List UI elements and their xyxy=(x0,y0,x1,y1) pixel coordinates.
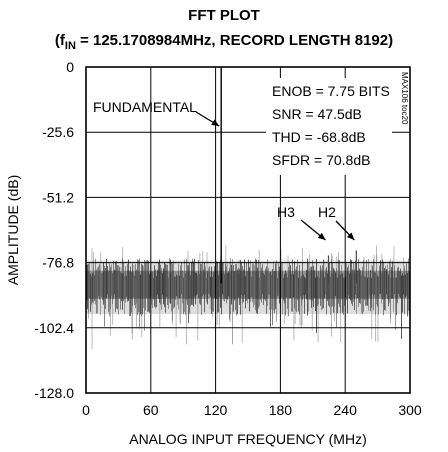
annotation-arrows xyxy=(195,111,355,241)
metric-sfdr: SFDR = 70.8dB xyxy=(272,152,370,168)
chart-title: FFT PLOT xyxy=(188,7,260,24)
metric-thd: THD = -68.8dB xyxy=(272,129,366,145)
metric-enob: ENOB = 7.75 BITS xyxy=(272,83,390,99)
metric-snr: SNR = 47.5dB xyxy=(272,106,362,122)
spectrum-marks xyxy=(220,67,357,284)
x-tick-label: 300 xyxy=(398,402,422,418)
chart-subtitle: (fIN = 125.1708984MHz, RECORD LENGTH 819… xyxy=(55,32,393,52)
x-tick-label: 240 xyxy=(334,402,358,418)
annotation-h3: H3 xyxy=(277,204,295,220)
x-tick-label: 60 xyxy=(143,402,159,418)
subtitle-subscript: IN xyxy=(65,40,76,52)
x-tick-label: 180 xyxy=(269,402,293,418)
y-tick-label: -25.6 xyxy=(42,124,74,140)
annotation-fundamental: FUNDAMENTAL xyxy=(93,99,197,115)
y-tick-label: -102.4 xyxy=(34,320,74,336)
tick-labels: 0 60 120 180 240 300 0 -25.6 -51.2 -76.8 -102.4 -12… xyxy=(34,59,422,418)
annotation-h2: H2 xyxy=(318,204,336,220)
y-tick-label: -51.2 xyxy=(42,189,74,205)
y-tick-label: -128.0 xyxy=(34,385,74,401)
x-tick-label: 120 xyxy=(204,402,228,418)
y-axis-label: AMPLITUDE (dB) xyxy=(5,175,21,285)
x-axis-label: ANALOG INPUT FREQUENCY (MHz) xyxy=(129,431,367,447)
y-tick-label: -76.8 xyxy=(42,255,74,271)
subtitle-prefix: (f xyxy=(55,32,66,49)
subtitle-rest: = 125.1708984MHz, RECORD LENGTH 8192) xyxy=(76,32,393,49)
plot-frame xyxy=(85,66,411,394)
h3-arrow-head xyxy=(317,232,326,240)
metrics-background xyxy=(266,78,392,175)
figure-code: MAX106 toc20 xyxy=(400,72,409,125)
fundamental-arrow-head xyxy=(211,119,220,126)
x-tick-label: 0 xyxy=(82,402,90,418)
metrics-box: ENOB = 7.75 BITS SNR = 47.5dB THD = -68.… xyxy=(266,78,392,175)
y-tick-label: 0 xyxy=(66,59,74,75)
h2-arrow-head xyxy=(346,232,355,240)
noise-floor xyxy=(86,245,410,350)
